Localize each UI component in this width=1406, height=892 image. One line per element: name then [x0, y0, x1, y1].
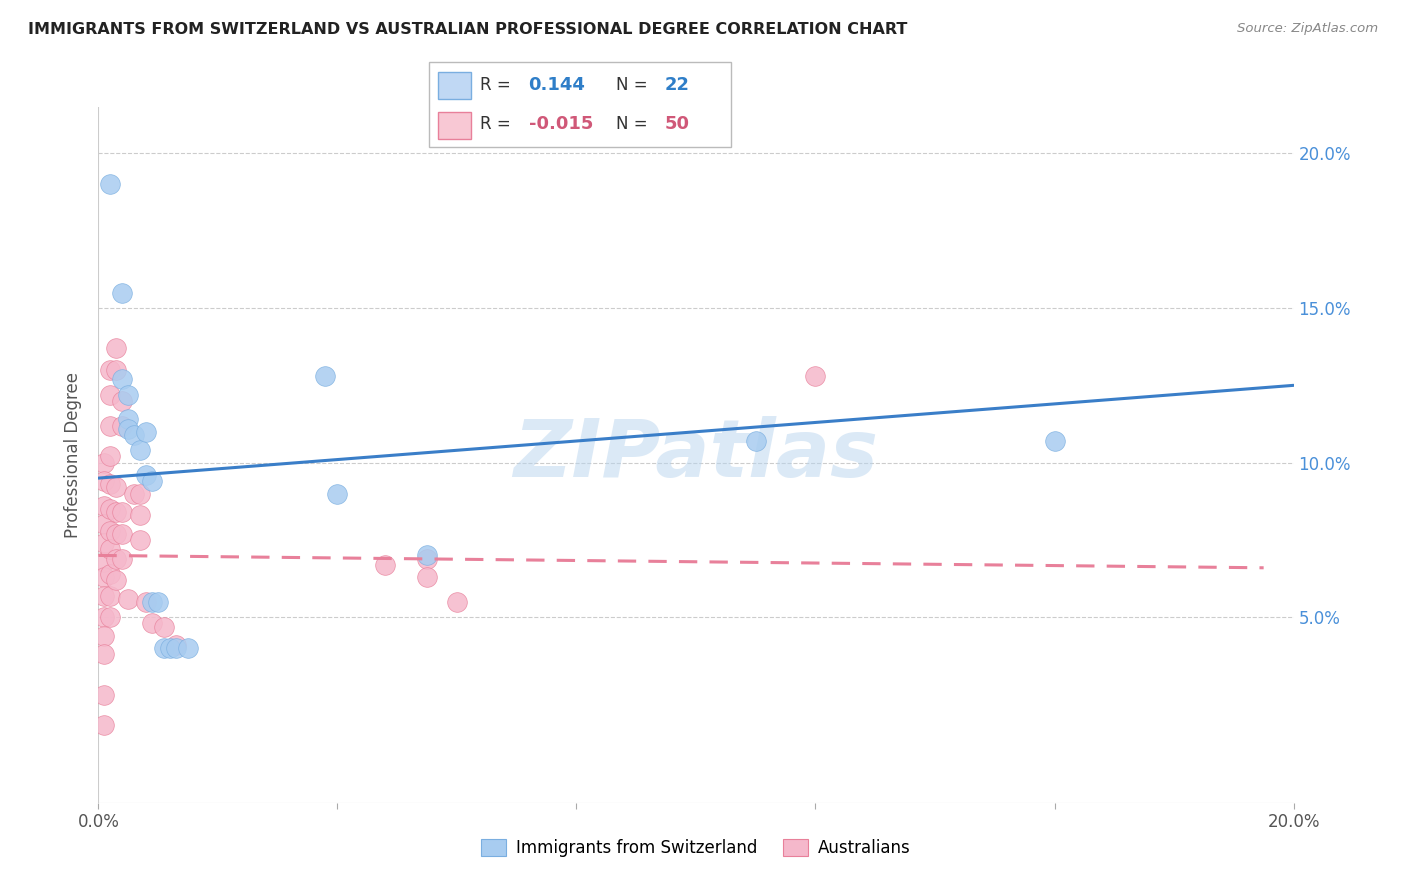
Point [315, 369, 337, 384]
Point [141, 616, 163, 631]
Point [129, 443, 152, 458]
Point [117, 422, 139, 436]
Text: -0.015: -0.015 [529, 115, 593, 133]
Point [100, 502, 122, 516]
Point [93, 474, 115, 488]
Point [93, 499, 115, 513]
Point [93, 589, 115, 603]
Point [105, 551, 128, 566]
Point [117, 387, 139, 401]
Point [93, 555, 115, 569]
Point [100, 589, 122, 603]
FancyBboxPatch shape [429, 62, 731, 147]
Point [124, 486, 146, 500]
Point [111, 372, 134, 386]
Point [111, 505, 134, 519]
Point [93, 648, 115, 662]
Text: N =: N = [616, 77, 654, 95]
Text: R =: R = [481, 77, 516, 95]
Point [100, 477, 122, 491]
Y-axis label: Professional Degree: Professional Degree [65, 372, 83, 538]
Point [141, 595, 163, 609]
Point [105, 480, 128, 494]
Point [105, 573, 128, 587]
Point [124, 427, 146, 442]
Point [141, 474, 163, 488]
Point [165, 638, 187, 652]
Text: R =: R = [481, 115, 516, 133]
Point [117, 591, 139, 606]
FancyBboxPatch shape [437, 71, 471, 99]
Point [93, 517, 115, 532]
Text: 50: 50 [665, 115, 689, 133]
Point [111, 393, 134, 408]
Point [93, 629, 115, 643]
Point [111, 285, 134, 300]
Point [326, 486, 349, 500]
Point [416, 551, 439, 566]
Point [100, 363, 122, 377]
Point [111, 551, 134, 566]
Point [105, 526, 128, 541]
Point [93, 456, 115, 470]
Point [93, 718, 115, 732]
Point [135, 468, 157, 483]
Point [100, 566, 122, 581]
Point [100, 542, 122, 557]
Point [100, 418, 122, 433]
Text: 0.144: 0.144 [529, 77, 585, 95]
Text: Source: ZipAtlas.com: Source: ZipAtlas.com [1237, 22, 1378, 36]
Point [105, 505, 128, 519]
Text: IMMIGRANTS FROM SWITZERLAND VS AUSTRALIAN PROFESSIONAL DEGREE CORRELATION CHART: IMMIGRANTS FROM SWITZERLAND VS AUSTRALIA… [28, 22, 907, 37]
Text: 22: 22 [665, 77, 689, 95]
Text: ZIPatlas: ZIPatlas [513, 416, 879, 494]
Point [105, 363, 128, 377]
Point [153, 641, 176, 656]
Point [129, 533, 152, 547]
Point [100, 387, 122, 401]
Point [374, 558, 396, 572]
Point [165, 641, 187, 656]
Point [105, 341, 128, 355]
Point [153, 619, 176, 633]
Text: N =: N = [616, 115, 654, 133]
Point [93, 536, 115, 550]
Point [159, 641, 181, 656]
Point [804, 369, 827, 384]
Point [93, 688, 115, 702]
Legend: Immigrants from Switzerland, Australians: Immigrants from Switzerland, Australians [475, 832, 917, 864]
Point [100, 524, 122, 538]
Point [129, 486, 152, 500]
FancyBboxPatch shape [437, 112, 471, 139]
Point [117, 412, 139, 426]
Point [177, 641, 200, 656]
Point [129, 508, 152, 523]
Point [100, 450, 122, 464]
Point [135, 425, 157, 439]
Point [93, 570, 115, 584]
Point [135, 595, 157, 609]
Point [1043, 434, 1066, 448]
Point [93, 610, 115, 624]
Point [100, 178, 122, 192]
Point [111, 526, 134, 541]
Point [416, 549, 439, 563]
Point [148, 595, 170, 609]
Point [745, 434, 768, 448]
Point [100, 610, 122, 624]
Point [446, 595, 468, 609]
Point [416, 570, 439, 584]
Point [111, 418, 134, 433]
